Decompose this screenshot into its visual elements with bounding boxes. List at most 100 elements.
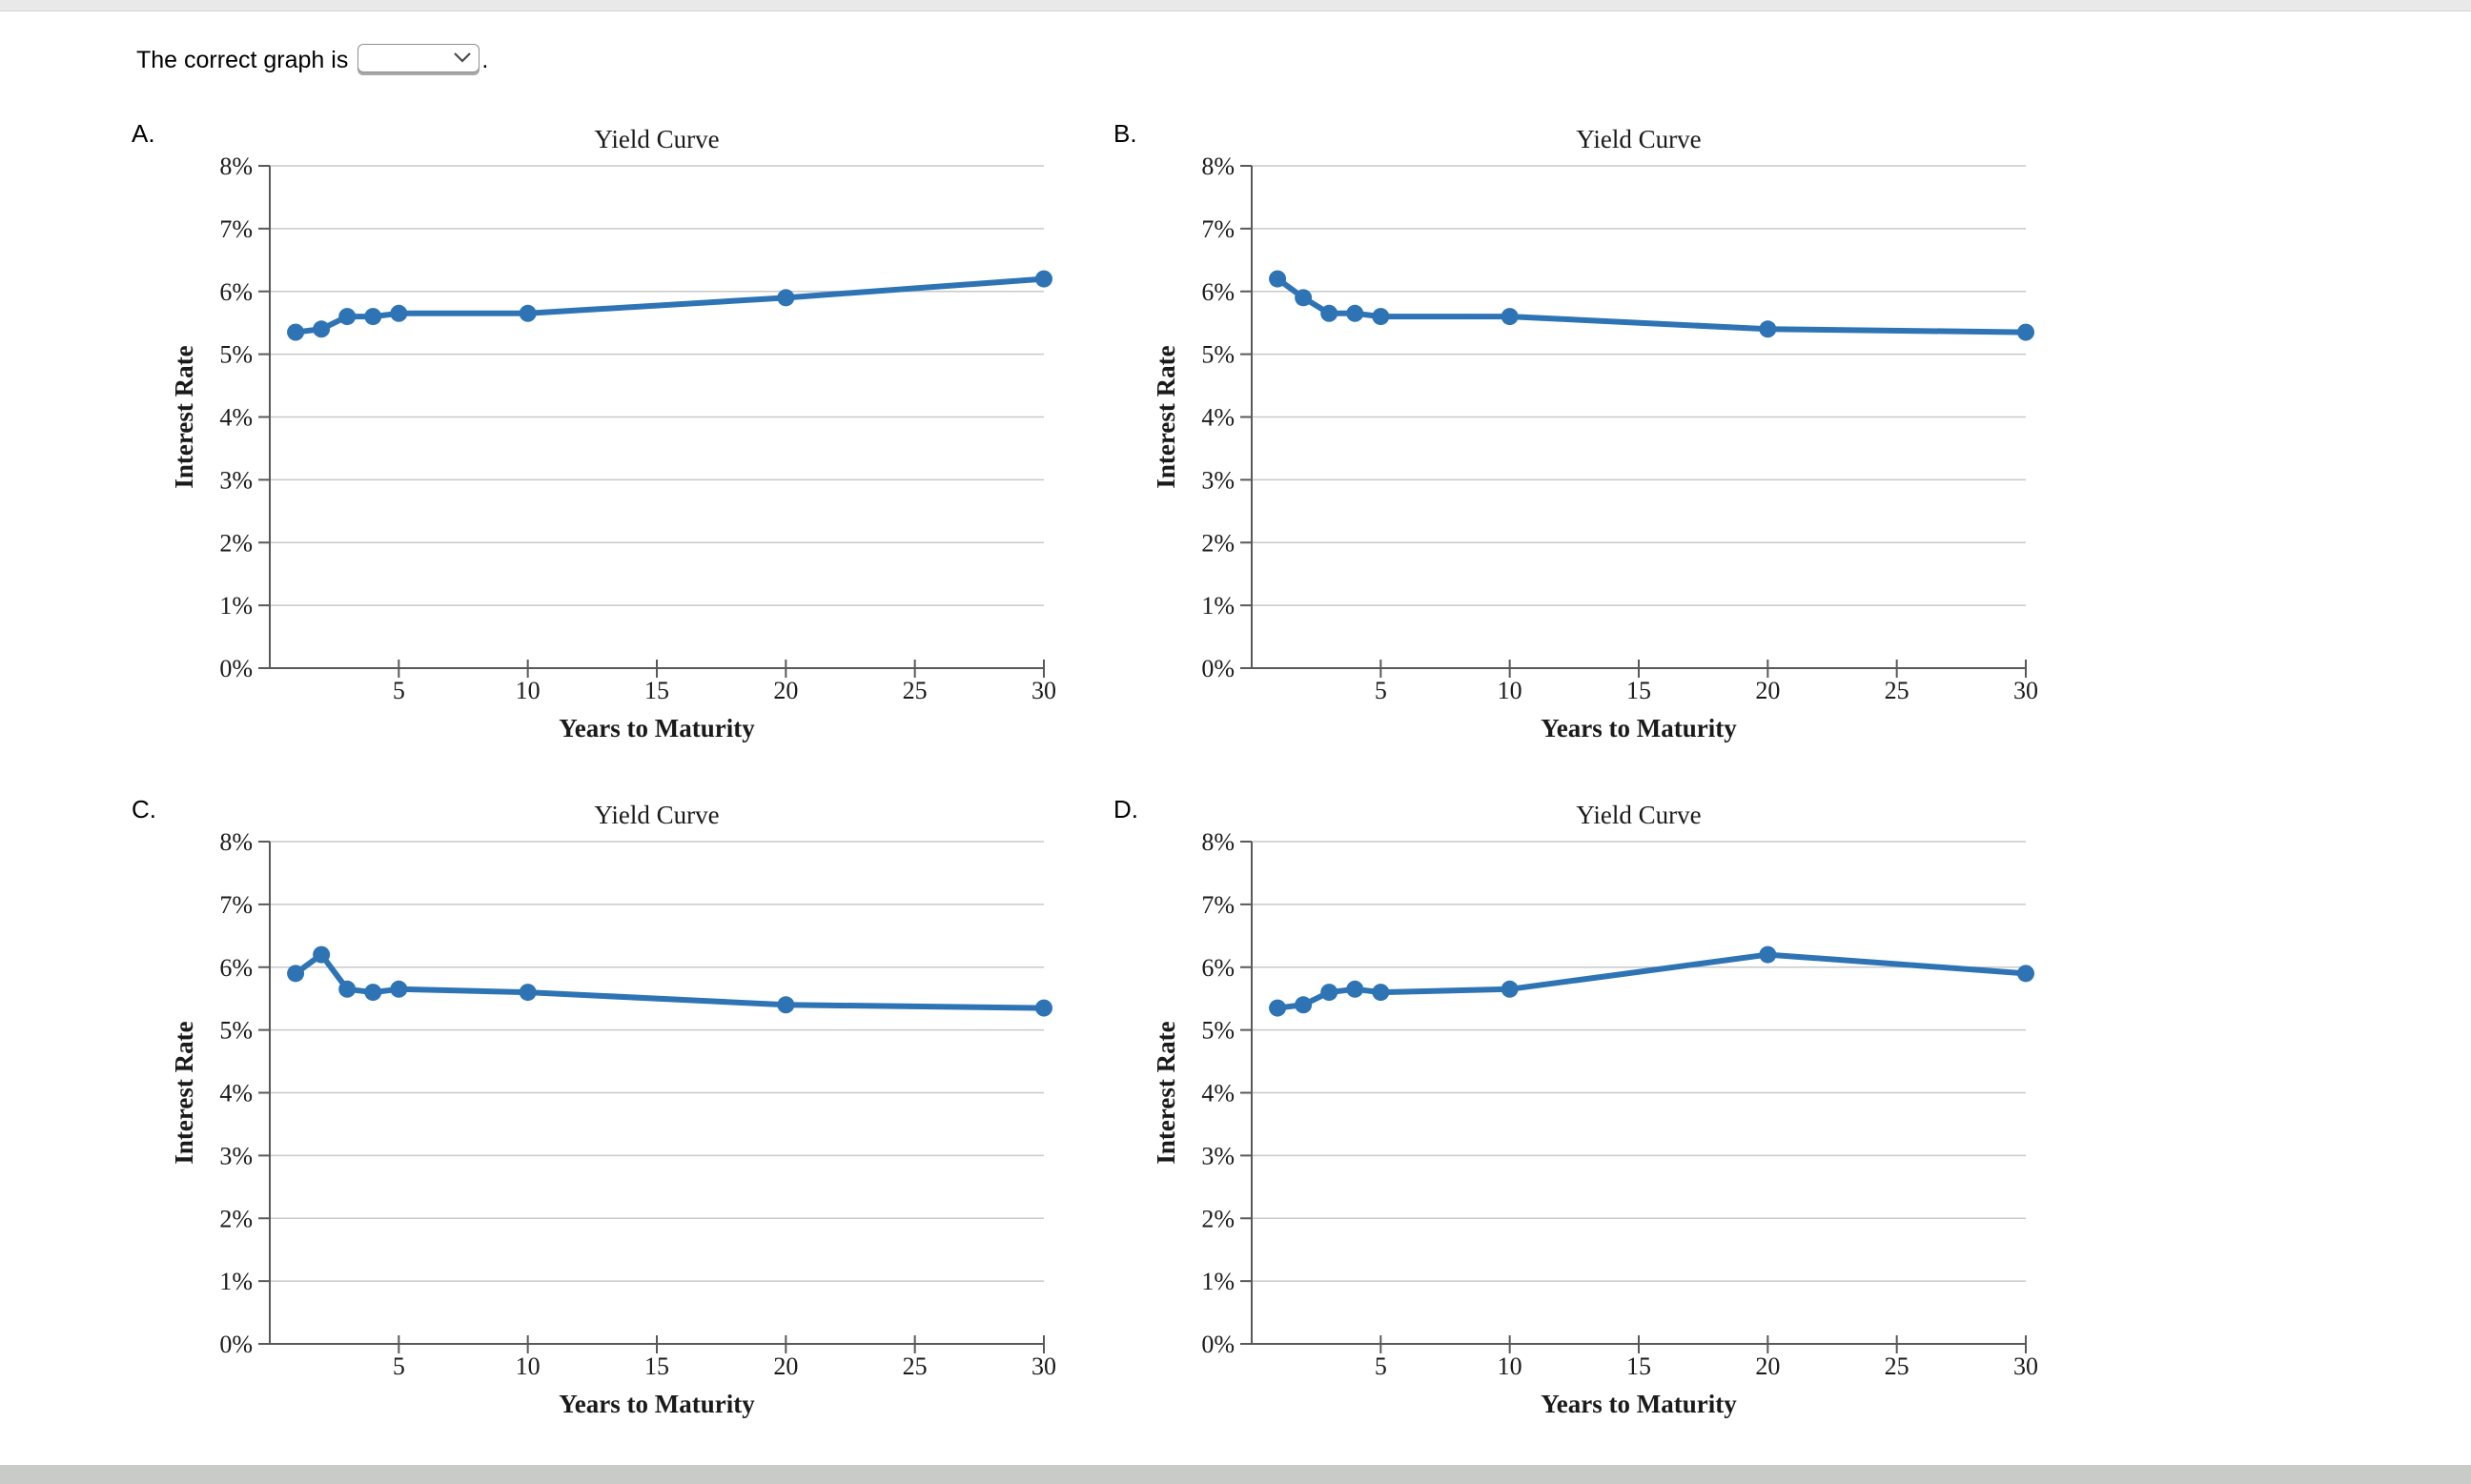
data-point-marker — [1269, 999, 1287, 1017]
y-tick-label: 1% — [1201, 1268, 1235, 1295]
top-border-bar — [0, 0, 2471, 11]
data-point-marker — [313, 320, 331, 338]
data-point-marker — [338, 308, 357, 326]
bottom-border-bar — [0, 1465, 2471, 1484]
data-point-marker — [1035, 270, 1052, 288]
data-point-marker — [1320, 984, 1338, 1002]
y-tick-label: 3% — [1201, 1142, 1235, 1169]
y-tick-label: 3% — [219, 1142, 253, 1169]
y-tick-label: 5% — [219, 1017, 253, 1045]
chart-option-b: Yield Curve 0% 1% 2% 3% 4% 5% 6% 7% 8% 5 10 15 20 25 30… — [1106, 81, 2107, 754]
data-point-marker — [1269, 270, 1287, 288]
x-tick-label: 25 — [903, 1352, 928, 1380]
data-point-marker — [1035, 999, 1052, 1017]
x-axis-label: Years to Maturity — [559, 1390, 755, 1418]
yield-curve-chart-d: Yield Curve 0% 1% 2% 3% 4% 5% 6% 7% 8% 5 10 15 20 25 30… — [1106, 757, 2107, 1430]
chart-title: Yield Curve — [1576, 125, 1701, 153]
y-tick-label: 0% — [1201, 655, 1235, 682]
y-tick-label: 6% — [1201, 954, 1235, 982]
x-tick-label: 5 — [1375, 677, 1387, 704]
graph-select[interactable] — [357, 44, 480, 73]
chart-svg: Yield Curve 0% 1% 2% 3% 4% 5% 6% 7% 8% 5 10 15 20 25 30… — [1152, 801, 2038, 1418]
data-point-marker — [1320, 304, 1338, 322]
y-tick-label: 0% — [219, 1331, 253, 1358]
y-tick-label: 6% — [219, 278, 253, 306]
data-point-marker — [1372, 308, 1390, 326]
y-tick-label: 0% — [219, 655, 253, 682]
yield-curve-line — [293, 951, 1047, 1011]
x-tick-label: 5 — [393, 1352, 405, 1380]
y-tick-label: 7% — [1201, 891, 1235, 919]
x-tick-label: 20 — [1755, 677, 1780, 704]
data-point-marker — [1759, 320, 1777, 338]
y-tick-label: 5% — [1201, 1017, 1235, 1045]
option-label-a: A. — [132, 119, 155, 148]
data-point-marker — [364, 984, 382, 1002]
x-tick-label: 10 — [516, 1352, 541, 1380]
data-point-marker — [1759, 945, 1777, 964]
x-axis-label: Years to Maturity — [559, 714, 755, 742]
data-point-marker — [2017, 965, 2034, 983]
y-tick-label: 5% — [1201, 341, 1235, 369]
data-point-marker — [338, 980, 357, 998]
question-row: The correct graph is. — [136, 44, 488, 78]
chart-svg: Yield Curve 0% 1% 2% 3% 4% 5% 6% 7% 8% 5 10 15 20 25 30… — [170, 125, 1056, 742]
yield-curve-chart-b: Yield Curve 0% 1% 2% 3% 4% 5% 6% 7% 8% 5 10 15 20 25 30… — [1106, 81, 2107, 754]
y-axis-label: Interest Rate — [170, 1021, 198, 1164]
yield-curve-line — [1275, 275, 2029, 335]
y-tick-label: 1% — [1201, 592, 1235, 620]
data-point-marker — [777, 996, 795, 1014]
question-punctuation: . — [481, 47, 489, 73]
data-point-marker — [364, 308, 382, 326]
data-point-marker — [1501, 980, 1519, 998]
x-tick-label: 15 — [1626, 1352, 1651, 1380]
x-axis-label: Years to Maturity — [1541, 1390, 1737, 1418]
question-text: The correct graph is — [136, 47, 349, 73]
y-tick-label: 3% — [1201, 466, 1235, 494]
y-tick-label: 7% — [219, 215, 253, 243]
y-tick-label: 7% — [219, 891, 253, 919]
y-tick-label: 3% — [219, 466, 253, 494]
chart-option-c: Yield Curve 0% 1% 2% 3% 4% 5% 6% 7% 8% 5 10 15 20 25 30… — [124, 757, 1125, 1430]
y-axis-label: Interest Rate — [1152, 345, 1180, 488]
chevron-down-icon — [454, 52, 472, 63]
x-tick-label: 25 — [903, 677, 928, 704]
y-tick-label: 2% — [219, 529, 253, 557]
data-point-marker — [1346, 980, 1364, 998]
y-tick-label: 8% — [1201, 828, 1235, 856]
y-axis-label: Interest Rate — [170, 345, 198, 488]
chart-option-a: Yield Curve 0% 1% 2% 3% 4% 5% 6% 7% 8% 5 10 15 20 25 30… — [124, 81, 1125, 754]
x-tick-label: 20 — [1755, 1352, 1780, 1380]
yield-curve-chart-a: Yield Curve 0% 1% 2% 3% 4% 5% 6% 7% 8% 5 10 15 20 25 30… — [124, 81, 1125, 754]
x-tick-label: 20 — [773, 677, 798, 704]
data-point-marker — [390, 304, 408, 322]
data-point-marker — [1501, 308, 1519, 326]
data-point-marker — [287, 965, 305, 983]
x-tick-label: 20 — [773, 1352, 798, 1380]
y-tick-label: 6% — [1201, 278, 1235, 306]
option-label-d: D. — [1113, 795, 1138, 823]
data-point-marker — [313, 945, 331, 964]
y-tick-label: 8% — [219, 828, 253, 856]
x-tick-label: 15 — [1626, 677, 1651, 704]
x-tick-label: 15 — [644, 677, 669, 704]
y-tick-label: 4% — [219, 1080, 253, 1108]
data-point-marker — [519, 984, 537, 1002]
y-tick-label: 2% — [1201, 529, 1235, 557]
data-point-marker — [1295, 996, 1313, 1014]
x-tick-label: 5 — [1375, 1352, 1387, 1380]
yield-curve-chart-c: Yield Curve 0% 1% 2% 3% 4% 5% 6% 7% 8% 5 10 15 20 25 30… — [124, 757, 1125, 1430]
option-label-b: B. — [1113, 119, 1137, 148]
y-tick-label: 6% — [219, 954, 253, 982]
x-tick-label: 10 — [1498, 1352, 1522, 1380]
y-tick-label: 8% — [219, 152, 253, 180]
chart-svg: Yield Curve 0% 1% 2% 3% 4% 5% 6% 7% 8% 5 10 15 20 25 30… — [1152, 125, 2038, 742]
y-tick-label: 0% — [1201, 1331, 1235, 1358]
y-tick-label: 8% — [1201, 152, 1235, 180]
chart-title: Yield Curve — [594, 125, 719, 153]
yield-curve-line — [1275, 951, 2029, 1011]
x-axis-label: Years to Maturity — [1541, 714, 1737, 742]
chart-svg: Yield Curve 0% 1% 2% 3% 4% 5% 6% 7% 8% 5 10 15 20 25 30… — [170, 801, 1056, 1418]
x-tick-label: 25 — [1885, 677, 1909, 704]
